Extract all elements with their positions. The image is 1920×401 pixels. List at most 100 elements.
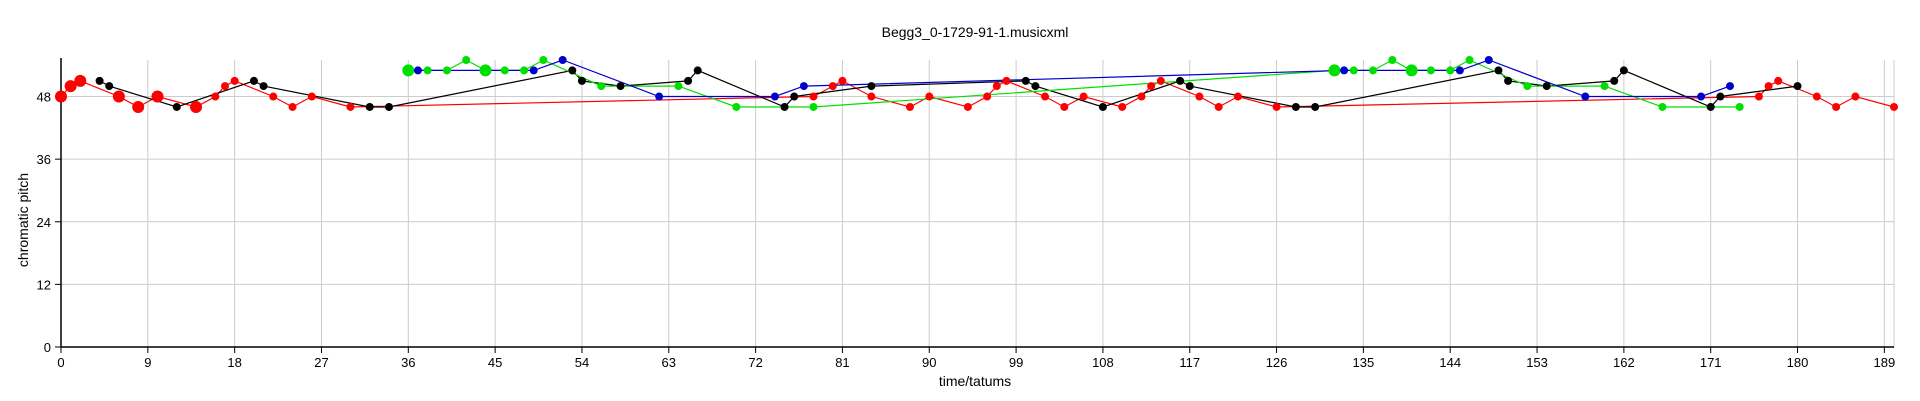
green-note-point [1426,66,1435,75]
black-note-point [1185,82,1194,91]
red-note-point [221,82,230,91]
black-note-point [385,102,394,111]
red-note-point [230,76,239,85]
red-note-point [151,90,164,103]
x-tick-label: 81 [835,355,849,370]
black-note-point [1542,82,1551,91]
green-note-point [1465,56,1474,64]
chart-title: Begg3_0-1729-91-1.musicxml [882,24,1069,40]
red-note-point [809,92,818,101]
red-note-point [1041,92,1050,101]
x-tick-label: 171 [1700,355,1722,370]
red-note-point [1774,76,1783,85]
black-note-point [1716,92,1725,101]
black-note-point [790,92,799,101]
red-note-point [1832,102,1841,111]
black-note-point [684,76,693,85]
blue-note-point [529,66,538,75]
x-tick-label: 45 [488,355,502,370]
red-note-point [1060,102,1069,111]
red-note-point [307,92,316,101]
red-note-point [190,100,203,113]
red-note-point [64,80,77,93]
black-note-point [693,66,702,75]
red-note-point [1233,92,1242,101]
green-note-point [462,56,471,64]
green-note-point [423,66,432,75]
red-note-point [1195,92,1204,101]
red-note-point [132,100,145,113]
green-note-point [520,66,529,75]
y-tick-label: 12 [37,277,51,292]
green-note-point [1735,102,1744,111]
green-note-point [1446,66,1455,75]
blue-series-line [418,59,1731,98]
x-tick-label: 153 [1526,355,1548,370]
green-note-point [1349,66,1358,75]
black-note-point [1311,102,1320,111]
black-note-point [95,76,104,85]
blue-note-point [1697,92,1706,101]
x-tick-label: 144 [1439,355,1461,370]
red-series-line [60,80,1895,108]
x-tick-label: 135 [1353,355,1375,370]
series-points [55,56,1898,113]
red-note-point [983,92,992,101]
series-lines [60,59,1895,108]
black-note-point [780,102,789,111]
blue-note-point [1455,66,1464,75]
black-note-point [1706,102,1715,111]
red-note-point [1156,76,1165,85]
green-note-point [500,66,509,75]
green-note-point [1600,82,1609,91]
blue-note-point [799,82,808,91]
green-note-point [539,56,548,64]
x-tick-label: 9 [144,355,151,370]
black-note-point [1021,76,1030,85]
black-note-point [1504,76,1513,85]
green-note-point [402,64,415,77]
green-note-point [1369,66,1378,75]
black-note-point [1031,82,1040,91]
green-note-point [1658,102,1667,111]
red-note-point [269,92,278,101]
red-note-point [1754,92,1763,101]
blue-note-point [413,66,422,75]
y-tick-label: 36 [37,152,51,167]
x-tick-label: 18 [227,355,241,370]
black-note-point [1098,102,1107,111]
red-note-point [867,92,876,101]
green-note-point [442,66,451,75]
black-note-point [105,82,114,91]
black-note-point [1619,66,1628,75]
blue-note-point [558,56,567,64]
x-tick-label: 189 [1874,355,1896,370]
black-note-point [577,76,586,85]
green-note-point [1523,82,1532,91]
x-tick-label: 72 [748,355,762,370]
blue-note-point [1484,56,1493,64]
green-series-line [408,59,1740,108]
red-note-point [74,74,87,87]
black-note-point [249,76,258,85]
black-note-point [1793,82,1802,91]
red-note-point [1002,76,1011,85]
x-tick-label: 117 [1179,355,1200,370]
red-note-point [1137,92,1146,101]
black-note-point [259,82,268,91]
y-tick-label: 0 [44,340,51,355]
red-note-point [1147,82,1156,91]
black-note-point [1176,76,1185,85]
green-note-point [1328,64,1341,77]
x-tick-label: 54 [575,355,589,370]
red-note-point [963,102,972,111]
black-note-point [365,102,374,111]
black-note-point [568,66,577,75]
black-note-point [1610,76,1619,85]
black-note-point [616,82,625,91]
green-note-point [732,102,741,111]
red-note-point [828,82,837,91]
x-tick-label: 108 [1092,355,1114,370]
